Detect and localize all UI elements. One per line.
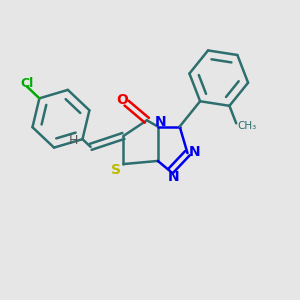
Text: N: N xyxy=(168,170,179,184)
Text: N: N xyxy=(155,115,167,129)
Text: S: S xyxy=(111,163,121,177)
Text: Cl: Cl xyxy=(20,77,34,90)
Text: N: N xyxy=(189,145,200,159)
Text: CH₃: CH₃ xyxy=(238,122,257,131)
Text: O: O xyxy=(116,93,128,107)
Text: H: H xyxy=(69,134,78,147)
